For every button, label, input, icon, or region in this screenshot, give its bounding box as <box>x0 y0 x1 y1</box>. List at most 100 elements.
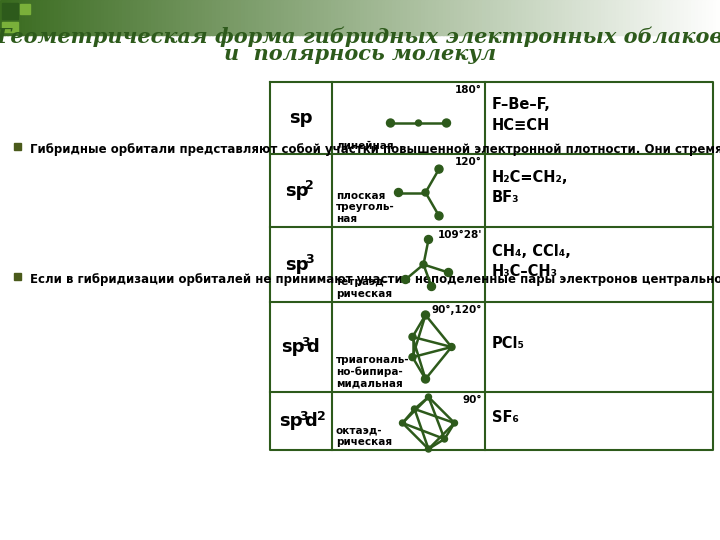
Circle shape <box>422 189 429 196</box>
Bar <box>515 0 519 35</box>
Bar <box>0 0 4 35</box>
Bar <box>364 0 368 35</box>
Bar <box>148 0 152 35</box>
Bar <box>288 0 292 35</box>
Circle shape <box>425 235 433 244</box>
Bar <box>284 0 289 35</box>
Circle shape <box>435 212 443 220</box>
Bar <box>464 0 469 35</box>
Circle shape <box>415 120 421 126</box>
Bar <box>227 0 231 35</box>
Circle shape <box>421 375 430 383</box>
Bar <box>7 0 12 35</box>
Bar <box>706 0 710 35</box>
Text: 2: 2 <box>317 409 325 422</box>
Bar <box>281 0 285 35</box>
Bar <box>65 0 69 35</box>
Bar <box>137 0 141 35</box>
Bar <box>619 0 624 35</box>
Text: H₂C=CH₂,
BF₃: H₂C=CH₂, BF₃ <box>492 170 569 206</box>
Bar <box>572 0 577 35</box>
Bar <box>547 0 552 35</box>
Bar <box>94 0 98 35</box>
Bar <box>259 0 264 35</box>
Bar <box>324 0 328 35</box>
Bar <box>558 0 562 35</box>
Bar <box>320 0 325 35</box>
Circle shape <box>409 333 416 340</box>
Circle shape <box>435 165 443 173</box>
Text: плоская
треуголь-
ная: плоская треуголь- ная <box>336 191 395 224</box>
Bar <box>234 0 238 35</box>
Bar <box>90 0 94 35</box>
Bar <box>166 0 170 35</box>
Bar <box>439 0 444 35</box>
Bar <box>162 0 166 35</box>
Bar <box>634 0 638 35</box>
Bar <box>504 0 508 35</box>
Bar <box>47 0 51 35</box>
Bar <box>184 0 188 35</box>
Bar <box>540 0 544 35</box>
Bar <box>644 0 649 35</box>
Bar <box>594 0 598 35</box>
Bar <box>367 0 372 35</box>
Bar <box>454 0 458 35</box>
Text: 3: 3 <box>299 409 307 422</box>
Bar <box>216 0 220 35</box>
Bar <box>457 0 462 35</box>
Bar <box>50 0 55 35</box>
Bar <box>274 0 278 35</box>
Bar <box>630 0 634 35</box>
Circle shape <box>443 119 451 127</box>
Bar <box>14 143 21 150</box>
Bar <box>641 0 645 35</box>
Bar <box>187 0 192 35</box>
Bar <box>43 0 48 35</box>
Bar <box>616 0 620 35</box>
Bar <box>400 0 404 35</box>
Circle shape <box>448 343 455 350</box>
Text: тетраэд-
рическая: тетраэд- рическая <box>336 278 392 299</box>
Bar <box>385 0 390 35</box>
Bar <box>709 0 714 35</box>
Bar <box>313 0 318 35</box>
Bar <box>403 0 408 35</box>
Bar <box>349 0 354 35</box>
Bar <box>356 0 361 35</box>
Circle shape <box>420 261 427 268</box>
Bar <box>490 0 494 35</box>
Bar <box>119 0 123 35</box>
Bar <box>248 0 253 35</box>
Text: триагональ-
но-бипира-
мидальная: триагональ- но-бипира- мидальная <box>336 355 410 389</box>
Bar <box>54 0 58 35</box>
Bar <box>569 0 573 35</box>
Bar <box>140 0 145 35</box>
Bar <box>497 0 501 35</box>
Bar <box>256 0 260 35</box>
Bar <box>410 0 415 35</box>
Bar <box>544 0 548 35</box>
Bar <box>623 0 627 35</box>
Bar <box>72 0 76 35</box>
Bar <box>486 0 490 35</box>
Bar <box>2 22 18 32</box>
Circle shape <box>441 436 448 442</box>
Text: и  полярнось молекул: и полярнось молекул <box>224 44 496 64</box>
Bar <box>713 0 717 35</box>
Bar <box>338 0 343 35</box>
Bar <box>378 0 382 35</box>
Bar <box>608 0 613 35</box>
Bar <box>331 0 336 35</box>
Text: 90°,120°: 90°,120° <box>431 305 482 315</box>
Bar <box>270 0 274 35</box>
Bar <box>191 0 195 35</box>
Bar <box>666 0 670 35</box>
Bar <box>36 0 40 35</box>
Circle shape <box>426 446 431 452</box>
Bar <box>155 0 159 35</box>
Bar <box>14 0 19 35</box>
Text: 120°: 120° <box>455 157 482 167</box>
Bar <box>32 0 37 35</box>
Bar <box>407 0 411 35</box>
